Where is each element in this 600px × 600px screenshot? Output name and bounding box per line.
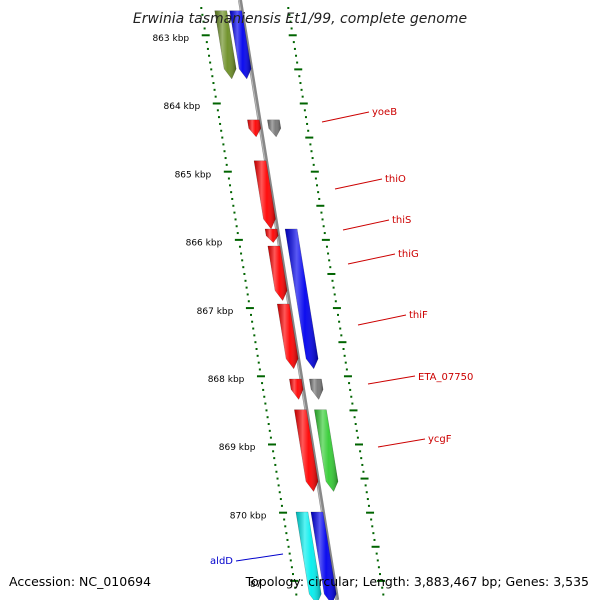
label-leader-layer: [235, 111, 426, 562]
topology-text: Topology: circular; Length: 3,883,467 bp…: [245, 574, 589, 589]
inner-tick-ring: [200, 7, 299, 596]
label-leader-line: [342, 219, 390, 231]
gene-feature: [310, 511, 337, 600]
gene-feature: [253, 160, 276, 230]
gene-label-ycgF: ycgF: [428, 434, 452, 445]
gene-feature: [314, 409, 339, 493]
gene-label-aldD: aldD: [210, 556, 233, 567]
gene-feature: [267, 245, 288, 302]
label-leader-line: [321, 111, 370, 123]
gene-label-yoeB: yoeB: [372, 107, 397, 118]
label-leader-line: [377, 438, 426, 448]
gene-feature: [264, 228, 279, 243]
label-leader-line: [367, 375, 416, 385]
gene-feature: [276, 303, 299, 370]
scale-layer: 863 kbp 864 kbp 865 kbp 866 kbp 867 kbp 868 k…: [152, 34, 266, 521]
gene-feature: [294, 409, 319, 493]
gene-feature: [229, 10, 252, 80]
gene-label-thiG: thiG: [398, 249, 419, 260]
gene-feature: [267, 119, 282, 138]
gene-feature: [247, 119, 262, 138]
label-leader-line: [347, 253, 396, 265]
label-leader-line: [334, 178, 383, 190]
accession-text: Accession: NC_010694: [9, 574, 151, 589]
outer-tick-ring: [287, 7, 386, 596]
scale-label: 867 kbp: [197, 307, 234, 317]
scale-label: 868 kbp: [208, 375, 245, 385]
label-leader-line: [235, 553, 284, 562]
map-title: Erwinia tasmaniensis Et1/99, complete ge…: [133, 11, 467, 27]
scale-label: 869 kbp: [219, 443, 256, 453]
gene-feature: [295, 511, 322, 600]
gene-label-thiS: thiS: [392, 215, 411, 226]
label-leader-line: [357, 314, 407, 326]
backbone-layer: [238, 0, 340, 600]
gene-feature: [289, 378, 304, 400]
truncated-scale-label: 87: [250, 580, 261, 590]
genome-backbone: [238, 0, 340, 600]
scale-label: 870 kbp: [230, 511, 267, 521]
gene-feature: [214, 10, 237, 80]
gene-feature: [284, 228, 319, 370]
gene-feature: [309, 378, 324, 400]
scale-label: 864 kbp: [164, 102, 201, 112]
scale-label: 865 kbp: [175, 170, 212, 180]
gene-label-ETA_07750: ETA_07750: [418, 372, 473, 383]
feature-layer: [214, 10, 339, 600]
gene-label-thiO: thiO: [385, 174, 406, 185]
scale-label: 866 kbp: [186, 239, 223, 249]
scale-label: 863 kbp: [152, 34, 189, 44]
gene-label-thiF: thiF: [409, 310, 428, 321]
